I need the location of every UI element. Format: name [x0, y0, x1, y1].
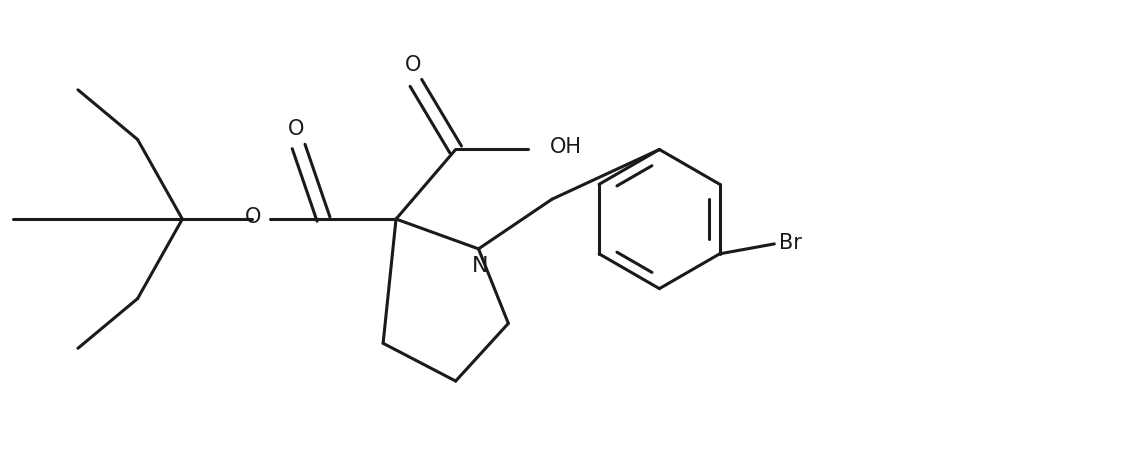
Text: O: O [404, 55, 421, 75]
Text: O: O [287, 118, 304, 138]
Text: OH: OH [551, 138, 582, 158]
Text: N: N [472, 256, 489, 276]
Text: Br: Br [779, 233, 802, 253]
Text: O: O [244, 207, 261, 227]
